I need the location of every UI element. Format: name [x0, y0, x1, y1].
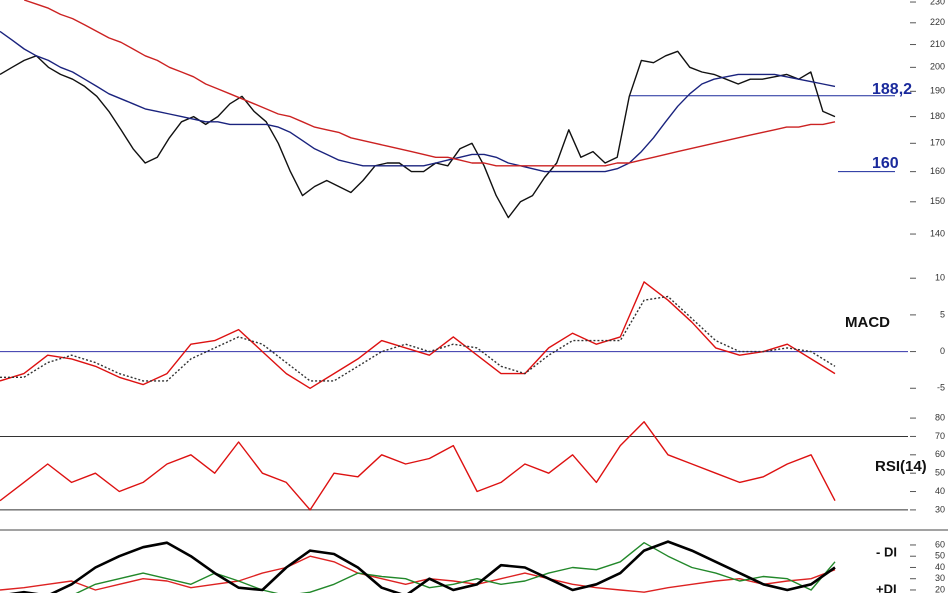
- panel-label: RSI(14): [875, 458, 927, 475]
- y-tick-label: 170: [930, 138, 945, 148]
- y-tick-label: 160: [930, 166, 945, 176]
- y-tick-label: 30: [935, 573, 945, 583]
- y-tick-label: 40: [935, 486, 945, 496]
- level-label: 188,2: [872, 81, 912, 98]
- series-line: [9, 540, 836, 593]
- series-line: [0, 295, 836, 382]
- series-line: [75, 542, 836, 593]
- y-tick-label: -5: [937, 383, 945, 393]
- y-tick-label: 60: [935, 539, 945, 549]
- y-tick-label: 220: [930, 17, 945, 27]
- y-tick-label: 180: [930, 111, 945, 121]
- series-line: [23, 0, 836, 167]
- y-tick-label: 210: [930, 39, 945, 49]
- y-tick-label: 80: [935, 412, 945, 422]
- level-label: 160: [872, 155, 899, 172]
- panel-label: +DI: [876, 581, 897, 593]
- y-tick-label: 150: [930, 196, 945, 206]
- y-tick-label: 60: [935, 449, 945, 459]
- y-tick-label: 40: [935, 562, 945, 572]
- y-tick-label: 200: [930, 62, 945, 72]
- y-tick-label: 30: [935, 504, 945, 514]
- y-tick-label: 50: [935, 551, 945, 561]
- series-line: [0, 50, 836, 219]
- y-tick-label: 190: [930, 86, 945, 96]
- series-line: [0, 555, 836, 593]
- series-line: [0, 30, 836, 173]
- y-tick-label: 20: [935, 584, 945, 593]
- panel-label: - DI: [876, 544, 897, 559]
- series-line: [0, 281, 836, 389]
- y-tick-label: 10: [935, 273, 945, 283]
- y-tick-label: 0: [940, 346, 945, 356]
- series-line: [0, 421, 836, 511]
- y-tick-label: 140: [930, 228, 945, 238]
- y-tick-label: 230: [930, 0, 945, 6]
- y-tick-label: 5: [940, 309, 945, 319]
- y-tick-label: 50: [935, 468, 945, 478]
- panel-label: MACD: [845, 314, 890, 331]
- y-tick-label: 70: [935, 431, 945, 441]
